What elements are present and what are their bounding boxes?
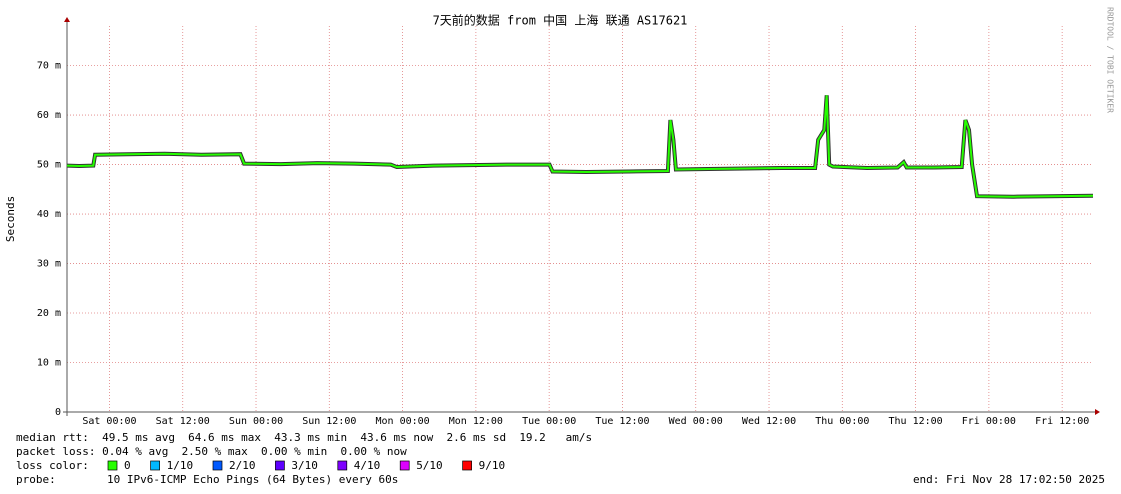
y-tick-label: 70 m — [37, 61, 61, 72]
y-tick-label: 60 m — [37, 110, 61, 121]
y-tick-label: 50 m — [37, 160, 61, 171]
stats-line: median rtt: 49.5 ms avg 64.6 ms max 43.3… — [16, 431, 592, 444]
y-tick-label: 40 m — [37, 209, 61, 220]
probe: 10 IPv6-ICMP Echo Pings (64 Bytes) every… — [107, 473, 398, 486]
axis-arrow — [64, 17, 70, 22]
median-line — [66, 95, 1094, 198]
x-tick-label: Sat 12:00 — [156, 416, 210, 427]
x-tick-label: Thu 12:00 — [888, 416, 942, 427]
axis-arrow — [1095, 409, 1100, 415]
x-tick-label: Mon 12:00 — [449, 416, 503, 427]
x-tick-label: Fri 12:00 — [1035, 416, 1089, 427]
x-tick-label: Sun 12:00 — [302, 416, 356, 427]
legend-swatch — [399, 460, 410, 471]
stats-line: packet loss: 0.04 % avg 2.50 % max 0.00 … — [16, 445, 407, 458]
x-tick-label: Mon 00:00 — [375, 416, 429, 427]
legend-label: 0 — [124, 459, 131, 472]
chart-title: 7天前的数据 from 中国 上海 联通 AS17621 — [433, 13, 688, 28]
legend-swatch — [212, 460, 223, 471]
legend-swatch — [107, 460, 118, 471]
loss-color-label: loss color: — [16, 459, 89, 472]
probe-label: probe: — [16, 473, 56, 486]
y-tick-label: 30 m — [37, 259, 61, 270]
legend-swatch — [462, 460, 472, 471]
x-tick-label: Fri 00:00 — [962, 416, 1016, 427]
x-tick-label: Wed 00:00 — [669, 416, 723, 427]
legend-swatch — [150, 460, 160, 471]
x-tick-label: Tue 12:00 — [595, 416, 649, 427]
legend-label: 9/10 — [479, 459, 506, 472]
legend-label: 4/10 — [354, 459, 381, 472]
y-tick-label: 20 m — [37, 308, 61, 319]
x-tick-label: Thu 00:00 — [815, 416, 869, 427]
x-tick-label: Sun 00:00 — [229, 416, 283, 427]
legend-swatch — [337, 460, 348, 471]
end-time: end: Fri Nov 28 17:02:50 2025 — [913, 473, 1105, 486]
legend-label: 3/10 — [291, 459, 318, 472]
legend-swatch — [275, 460, 285, 471]
x-tick-label: Wed 12:00 — [742, 416, 796, 427]
watermark: RRDTOOL / TOBI OETIKER — [1106, 7, 1115, 113]
y-tick-label: 10 m — [37, 358, 61, 369]
legend-label: 2/10 — [229, 459, 256, 472]
x-tick-label: Sat 00:00 — [82, 416, 136, 427]
x-tick-label: Tue 00:00 — [522, 416, 576, 427]
legend-label: 5/10 — [416, 459, 443, 472]
y-axis-label: Seconds — [4, 196, 17, 242]
y-tick-label: 0 — [55, 407, 61, 418]
legend-label: 1/10 — [167, 459, 194, 472]
